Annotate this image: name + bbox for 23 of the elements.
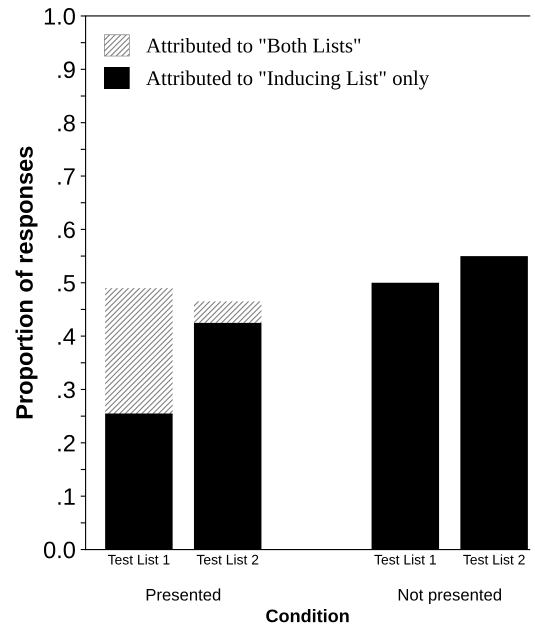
x-axis-title: Condition <box>266 609 349 622</box>
y-tick-label: .6 <box>58 221 75 238</box>
x-tick-label: Test List 1 <box>374 554 436 565</box>
y-tick-label: .4 <box>58 328 76 345</box>
y-tick-label: .1 <box>58 488 75 505</box>
y-tick-label: .7 <box>58 168 75 185</box>
x-tick-label: Test List 2 <box>196 554 258 565</box>
y-tick-label: .9 <box>58 61 75 78</box>
y-axis-title: Proportion of responses <box>15 146 38 418</box>
y-tick-label: .8 <box>58 114 75 132</box>
y-tick-label: 1.0 <box>44 8 75 25</box>
y-tick-label: .3 <box>58 382 75 398</box>
y-tick-label: .2 <box>58 434 75 452</box>
bar <box>105 288 173 414</box>
bar <box>194 301 262 323</box>
legend-label: Attributed to "Inducing List" only <box>146 70 430 90</box>
text: Presented <box>146 588 220 601</box>
y-tick-label: 0.0 <box>44 542 75 558</box>
x-tick-label: Test List 1 <box>108 554 170 565</box>
legend-label: Attributed to "Both Lists" <box>146 38 360 53</box>
text: Not presented <box>398 588 501 604</box>
x-tick-label: Test List 2 <box>463 554 525 565</box>
y-tick-label: .5 <box>58 275 75 292</box>
